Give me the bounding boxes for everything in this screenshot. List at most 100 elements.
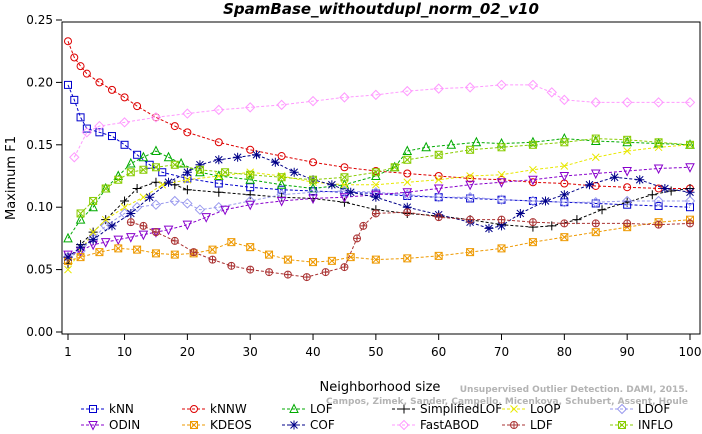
legend-item-kdeos: KDEOS <box>182 418 252 432</box>
series-odin <box>63 163 695 261</box>
watermark-line-1: Unsupervised Outlier Detection. DAMI, 20… <box>460 385 688 395</box>
data-point-inflo <box>151 163 160 172</box>
data-point-ldf <box>591 219 600 228</box>
data-point-kdeos <box>114 244 123 253</box>
data-point-fastabod <box>546 87 557 98</box>
data-point-loop <box>497 170 506 179</box>
y-tick-label: 0.20 <box>26 75 53 89</box>
series-line-inflo <box>80 138 691 214</box>
data-point-ldof <box>433 192 444 203</box>
y-tick-label: 0.10 <box>26 200 53 214</box>
data-point-odin <box>496 178 507 188</box>
data-point-kdeos <box>434 251 443 260</box>
data-point-cof <box>635 175 645 185</box>
data-point-odin <box>138 230 149 241</box>
plot-frame <box>61 21 701 335</box>
data-point-fastabod <box>402 85 413 97</box>
data-point-ldf <box>686 219 694 228</box>
data-point-lof <box>138 151 149 162</box>
data-point-inflo <box>403 155 412 164</box>
data-point-ldf <box>151 228 160 237</box>
data-point-ldof <box>182 198 193 209</box>
data-point-ldf <box>434 213 443 222</box>
data-point-kdeos <box>151 249 160 258</box>
legend-label-lof: LOF <box>310 402 333 416</box>
data-point-ldf <box>340 263 349 272</box>
data-point-inflo <box>654 138 663 147</box>
data-point-knnw <box>170 122 179 131</box>
x-tick-label: 100 <box>679 345 702 359</box>
chart-title: SpamBase_withoutdupl_norm_02_v10 <box>223 0 539 18</box>
data-point-inflo <box>221 168 230 177</box>
legend-item-knnw: kNNW <box>182 402 247 416</box>
legend-label-inflo: INFLO <box>638 418 673 432</box>
data-point-knnw <box>64 37 72 46</box>
data-point-kdeos <box>133 245 142 254</box>
data-point-ldf <box>283 270 292 279</box>
data-point-ldf <box>302 273 311 282</box>
data-point-cof <box>88 235 98 245</box>
data-point-ldof <box>276 189 287 200</box>
y-tick-label: 0.15 <box>26 138 53 152</box>
data-point-ldof <box>621 195 633 207</box>
y-tick-label: 0.05 <box>26 263 53 277</box>
data-point-lof <box>126 157 136 168</box>
data-point-cof <box>402 202 412 212</box>
legend-item-fastabod: FastABOD <box>392 418 479 432</box>
data-point-ldof <box>119 208 130 219</box>
data-point-knnw <box>76 62 85 71</box>
data-point-kdeos <box>403 254 412 263</box>
data-point-cof <box>540 196 550 206</box>
legend-marker-ldof <box>616 403 628 415</box>
data-point-knnw <box>277 152 286 161</box>
legend-item-loop: LoOP <box>502 402 561 416</box>
data-point-ldof <box>169 195 181 207</box>
data-point-knn <box>654 201 663 210</box>
data-point-simplifiedlof <box>597 205 607 215</box>
data-point-fastabod <box>307 95 319 107</box>
data-point-knn <box>158 168 167 177</box>
data-point-kdeos <box>265 250 274 259</box>
data-point-inflo <box>434 150 443 159</box>
data-point-cof <box>346 187 356 197</box>
legend-marker-inflo <box>618 421 626 429</box>
data-point-ldof <box>590 197 601 208</box>
series-ldof <box>62 185 696 263</box>
data-point-cof <box>270 157 280 167</box>
data-point-inflo <box>371 168 380 177</box>
x-tick-label: 30 <box>243 345 258 359</box>
data-point-odin <box>308 194 318 205</box>
data-point-loop <box>139 193 148 202</box>
series-line-ldf <box>130 211 691 278</box>
legend-item-lof: LOF <box>282 402 333 416</box>
data-point-lof <box>75 214 86 224</box>
data-point-lof <box>402 145 413 156</box>
legend-label-ldof: LDOF <box>638 402 670 416</box>
data-point-knnw <box>466 174 475 183</box>
data-point-ldf <box>497 215 506 224</box>
data-point-odin <box>339 193 350 203</box>
data-point-inflo <box>497 143 506 152</box>
legend-label-knn: kNN <box>109 402 134 416</box>
data-point-inflo <box>170 160 179 169</box>
data-point-ldof <box>684 195 696 207</box>
data-point-ldf <box>654 220 663 229</box>
data-point-loop <box>560 162 569 170</box>
series-kdeos <box>64 215 694 267</box>
data-point-fastabod <box>370 89 382 101</box>
data-point-kdeos <box>466 248 475 257</box>
data-point-lof <box>245 174 256 184</box>
data-point-knnw <box>214 138 223 147</box>
legend-item-simplifiedlof: SimplifiedLOF <box>392 402 502 416</box>
series-line-lof <box>67 138 691 239</box>
data-point-kdeos <box>371 255 380 264</box>
data-point-ldof <box>464 192 476 203</box>
data-point-inflo <box>89 196 98 205</box>
data-point-lof <box>151 145 161 156</box>
data-point-cof <box>76 242 86 252</box>
data-point-odin <box>622 167 632 177</box>
series-fastabod <box>69 79 696 163</box>
data-point-inflo <box>686 140 694 149</box>
data-point-knnw <box>133 102 142 111</box>
data-point-loop <box>101 215 110 224</box>
